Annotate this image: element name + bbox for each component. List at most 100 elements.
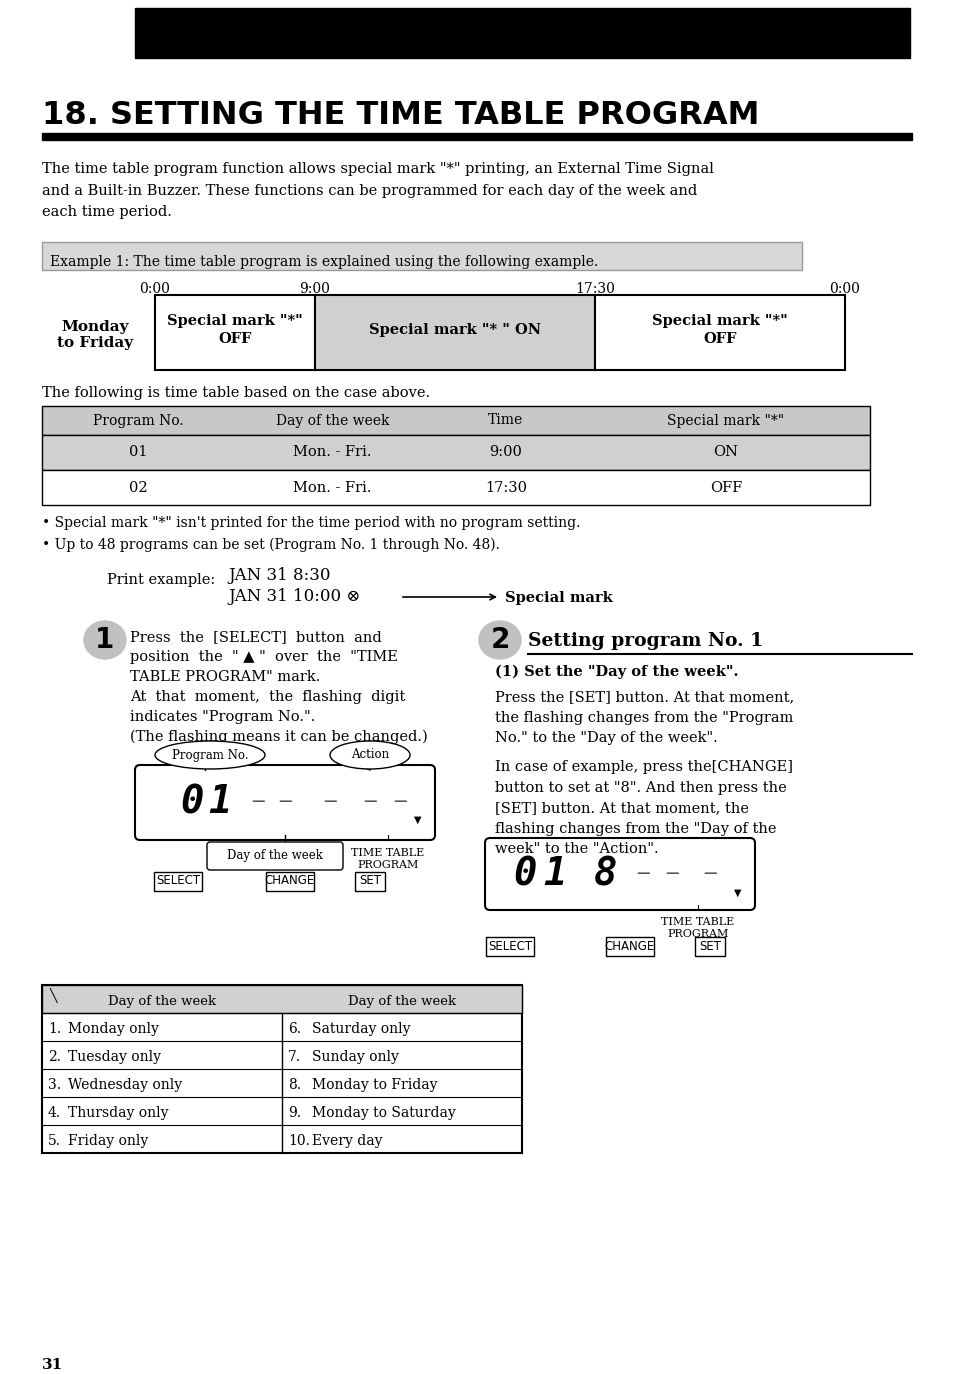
Text: ─: ─ xyxy=(394,793,405,812)
Text: Mon. - Fri.: Mon. - Fri. xyxy=(293,481,372,495)
Text: CHANGE: CHANGE xyxy=(265,874,314,888)
Text: position  the  " ▲ "  over  the  "TIME: position the " ▲ " over the "TIME xyxy=(130,650,397,664)
Text: • Up to 48 programs can be set (Program No. 1 through No. 48).: • Up to 48 programs can be set (Program … xyxy=(42,539,499,552)
Text: 2.: 2. xyxy=(48,1050,61,1063)
Text: 17:30: 17:30 xyxy=(484,481,526,495)
Text: Special mark: Special mark xyxy=(504,591,612,605)
FancyBboxPatch shape xyxy=(605,937,654,956)
Text: ▼: ▼ xyxy=(414,815,421,824)
Bar xyxy=(154,295,314,370)
Bar xyxy=(314,295,595,370)
Text: SET: SET xyxy=(358,874,380,888)
Text: 0:00: 0:00 xyxy=(829,282,860,295)
Text: Monday
to Friday: Monday to Friday xyxy=(57,320,132,350)
Text: 2: 2 xyxy=(490,627,509,654)
Text: (1) Set the "Day of the week".: (1) Set the "Day of the week". xyxy=(495,665,738,679)
Ellipse shape xyxy=(478,621,520,660)
FancyBboxPatch shape xyxy=(135,765,435,840)
Text: Special mark "* " ON: Special mark "* " ON xyxy=(369,323,540,337)
Text: 8.: 8. xyxy=(288,1079,301,1092)
Text: Day of the week: Day of the week xyxy=(227,849,323,863)
Text: indicates "Program No.".: indicates "Program No.". xyxy=(130,710,314,724)
Text: CHANGE: CHANGE xyxy=(604,940,655,952)
Text: In case of example, press the[CHANGE]
button to set at "8". And then press the
[: In case of example, press the[CHANGE] bu… xyxy=(495,760,792,856)
Text: 01: 01 xyxy=(129,445,148,459)
Text: 1: 1 xyxy=(95,627,114,654)
Text: 0:00: 0:00 xyxy=(139,282,171,295)
Text: Day of the week: Day of the week xyxy=(348,995,456,1007)
Text: ╲: ╲ xyxy=(50,988,57,1003)
FancyBboxPatch shape xyxy=(485,937,534,956)
Text: Program No.: Program No. xyxy=(172,749,248,761)
Text: At  that  moment,  the  flashing  digit: At that moment, the flashing digit xyxy=(130,690,405,703)
Text: Day of the week: Day of the week xyxy=(108,995,215,1007)
Text: ─: ─ xyxy=(364,793,375,812)
Ellipse shape xyxy=(154,741,265,769)
Text: 4.: 4. xyxy=(48,1106,61,1120)
Bar xyxy=(42,133,911,140)
Text: Sunday only: Sunday only xyxy=(312,1050,398,1063)
Ellipse shape xyxy=(330,741,410,769)
FancyBboxPatch shape xyxy=(695,937,724,956)
Text: Special mark "*"
OFF: Special mark "*" OFF xyxy=(652,313,787,346)
Text: 02: 02 xyxy=(129,481,148,495)
Text: Example 1: The time table program is explained using the following example.: Example 1: The time table program is exp… xyxy=(50,256,598,269)
Text: (The flashing means it can be changed.): (The flashing means it can be changed.) xyxy=(130,730,427,745)
Text: Wednesday only: Wednesday only xyxy=(68,1079,182,1092)
Text: TABLE PROGRAM" mark.: TABLE PROGRAM" mark. xyxy=(130,671,320,684)
Text: Saturday only: Saturday only xyxy=(312,1022,410,1036)
Text: SET: SET xyxy=(699,940,720,952)
Ellipse shape xyxy=(84,621,126,660)
Text: ─: ─ xyxy=(665,864,678,883)
Text: Friday only: Friday only xyxy=(68,1134,148,1149)
Text: OFF: OFF xyxy=(709,481,741,495)
Text: Special mark "*": Special mark "*" xyxy=(667,414,783,427)
Text: ─: ─ xyxy=(252,793,264,812)
FancyBboxPatch shape xyxy=(266,872,314,890)
Text: Monday to Saturday: Monday to Saturday xyxy=(312,1106,456,1120)
Bar xyxy=(42,470,869,506)
Text: 9.: 9. xyxy=(288,1106,301,1120)
Text: 31: 31 xyxy=(42,1358,63,1373)
Text: ─: ─ xyxy=(279,793,291,812)
Bar xyxy=(135,8,909,58)
Text: SELECT: SELECT xyxy=(487,940,532,952)
Bar xyxy=(42,985,521,1153)
Text: 0: 0 xyxy=(513,855,537,893)
Text: JAN 31 10:00 ⊗: JAN 31 10:00 ⊗ xyxy=(228,588,360,605)
FancyBboxPatch shape xyxy=(484,838,754,910)
Text: 7.: 7. xyxy=(288,1050,301,1063)
Text: Mon. - Fri.: Mon. - Fri. xyxy=(293,445,372,459)
Bar xyxy=(42,436,869,470)
Text: 1: 1 xyxy=(208,783,232,822)
Text: ON: ON xyxy=(713,445,738,459)
Text: 18. SETTING THE TIME TABLE PROGRAM: 18. SETTING THE TIME TABLE PROGRAM xyxy=(42,99,759,131)
Text: Tuesday only: Tuesday only xyxy=(68,1050,161,1063)
Text: Special mark "*"
OFF: Special mark "*" OFF xyxy=(167,313,302,346)
FancyBboxPatch shape xyxy=(355,872,385,890)
Text: TIME TABLE
PROGRAM: TIME TABLE PROGRAM xyxy=(660,916,734,938)
Bar xyxy=(42,985,521,1013)
Text: Monday to Friday: Monday to Friday xyxy=(312,1079,437,1092)
Text: • Special mark "*" isn't printed for the time period with no program setting.: • Special mark "*" isn't printed for the… xyxy=(42,517,579,530)
Text: ─: ─ xyxy=(324,793,335,812)
Text: Every day: Every day xyxy=(312,1134,382,1149)
Text: 1: 1 xyxy=(543,855,566,893)
Bar xyxy=(595,295,844,370)
Text: 5.: 5. xyxy=(48,1134,61,1149)
Text: Press  the  [SELECT]  button  and: Press the [SELECT] button and xyxy=(130,631,381,644)
Text: Program No.: Program No. xyxy=(93,414,184,427)
Bar xyxy=(42,405,869,436)
FancyBboxPatch shape xyxy=(207,842,343,870)
Text: Monday only: Monday only xyxy=(68,1022,159,1036)
Text: Time: Time xyxy=(488,414,523,427)
Text: 10.: 10. xyxy=(288,1134,310,1149)
Text: 1.: 1. xyxy=(48,1022,61,1036)
Text: Print example:: Print example: xyxy=(107,573,214,587)
Text: The following is time table based on the case above.: The following is time table based on the… xyxy=(42,386,430,400)
Text: 3.: 3. xyxy=(48,1079,61,1092)
Text: 0: 0 xyxy=(180,783,204,822)
Text: ─: ─ xyxy=(637,864,648,883)
Text: JAN 31 8:30: JAN 31 8:30 xyxy=(228,567,330,584)
Text: SELECT: SELECT xyxy=(155,874,200,888)
